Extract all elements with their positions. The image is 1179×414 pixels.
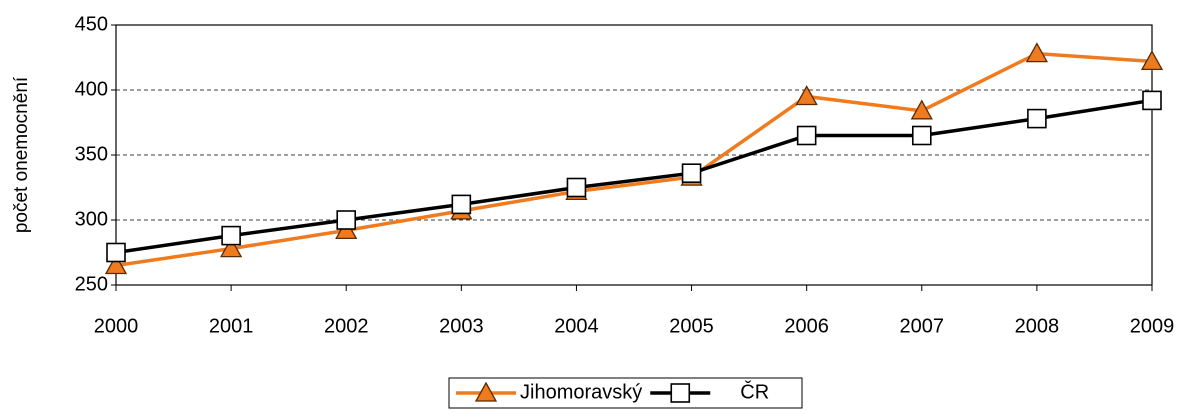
y-tick-label: 450 xyxy=(75,13,108,35)
point xyxy=(336,210,357,230)
point xyxy=(681,163,702,183)
plot-border xyxy=(115,24,1153,286)
y-tick-label: 350 xyxy=(75,143,108,165)
x-tick-label: 2009 xyxy=(1130,315,1175,337)
point xyxy=(1025,42,1048,63)
x-tick-label: 2008 xyxy=(1015,315,1060,337)
y-axis-label: počet onemocnění xyxy=(11,76,32,233)
point xyxy=(911,125,932,146)
legend-marker xyxy=(474,381,498,402)
x-tick-label: 2002 xyxy=(324,315,369,337)
x-tick-label: 2004 xyxy=(554,315,599,337)
point xyxy=(566,177,587,198)
series-line xyxy=(115,51,1153,268)
x-tick-label: 2003 xyxy=(439,315,484,337)
point xyxy=(796,125,817,146)
point xyxy=(221,225,241,246)
series-line xyxy=(115,98,1153,255)
point xyxy=(220,237,243,258)
y-tick-label: 300 xyxy=(75,208,108,230)
point xyxy=(795,85,818,106)
legend-marker xyxy=(670,383,691,403)
point xyxy=(106,242,126,263)
legend-label: Jihomoravský xyxy=(520,381,642,403)
y-tick-label: 250 xyxy=(75,273,108,295)
point xyxy=(1027,108,1047,129)
x-tick-label: 2005 xyxy=(669,315,714,337)
y-tick-label: 400 xyxy=(75,78,108,100)
point xyxy=(1142,90,1162,111)
point xyxy=(1140,50,1164,71)
point xyxy=(451,194,472,215)
point xyxy=(910,99,933,120)
point xyxy=(104,254,128,275)
x-tick-label: 2001 xyxy=(209,315,254,337)
legend: Jihomoravský ČR xyxy=(448,377,803,409)
x-tick-label: 2006 xyxy=(784,315,829,337)
legend-label: ČR xyxy=(740,380,769,403)
x-tick-label: 2000 xyxy=(94,315,139,337)
x-tick-label: 2007 xyxy=(900,315,945,337)
